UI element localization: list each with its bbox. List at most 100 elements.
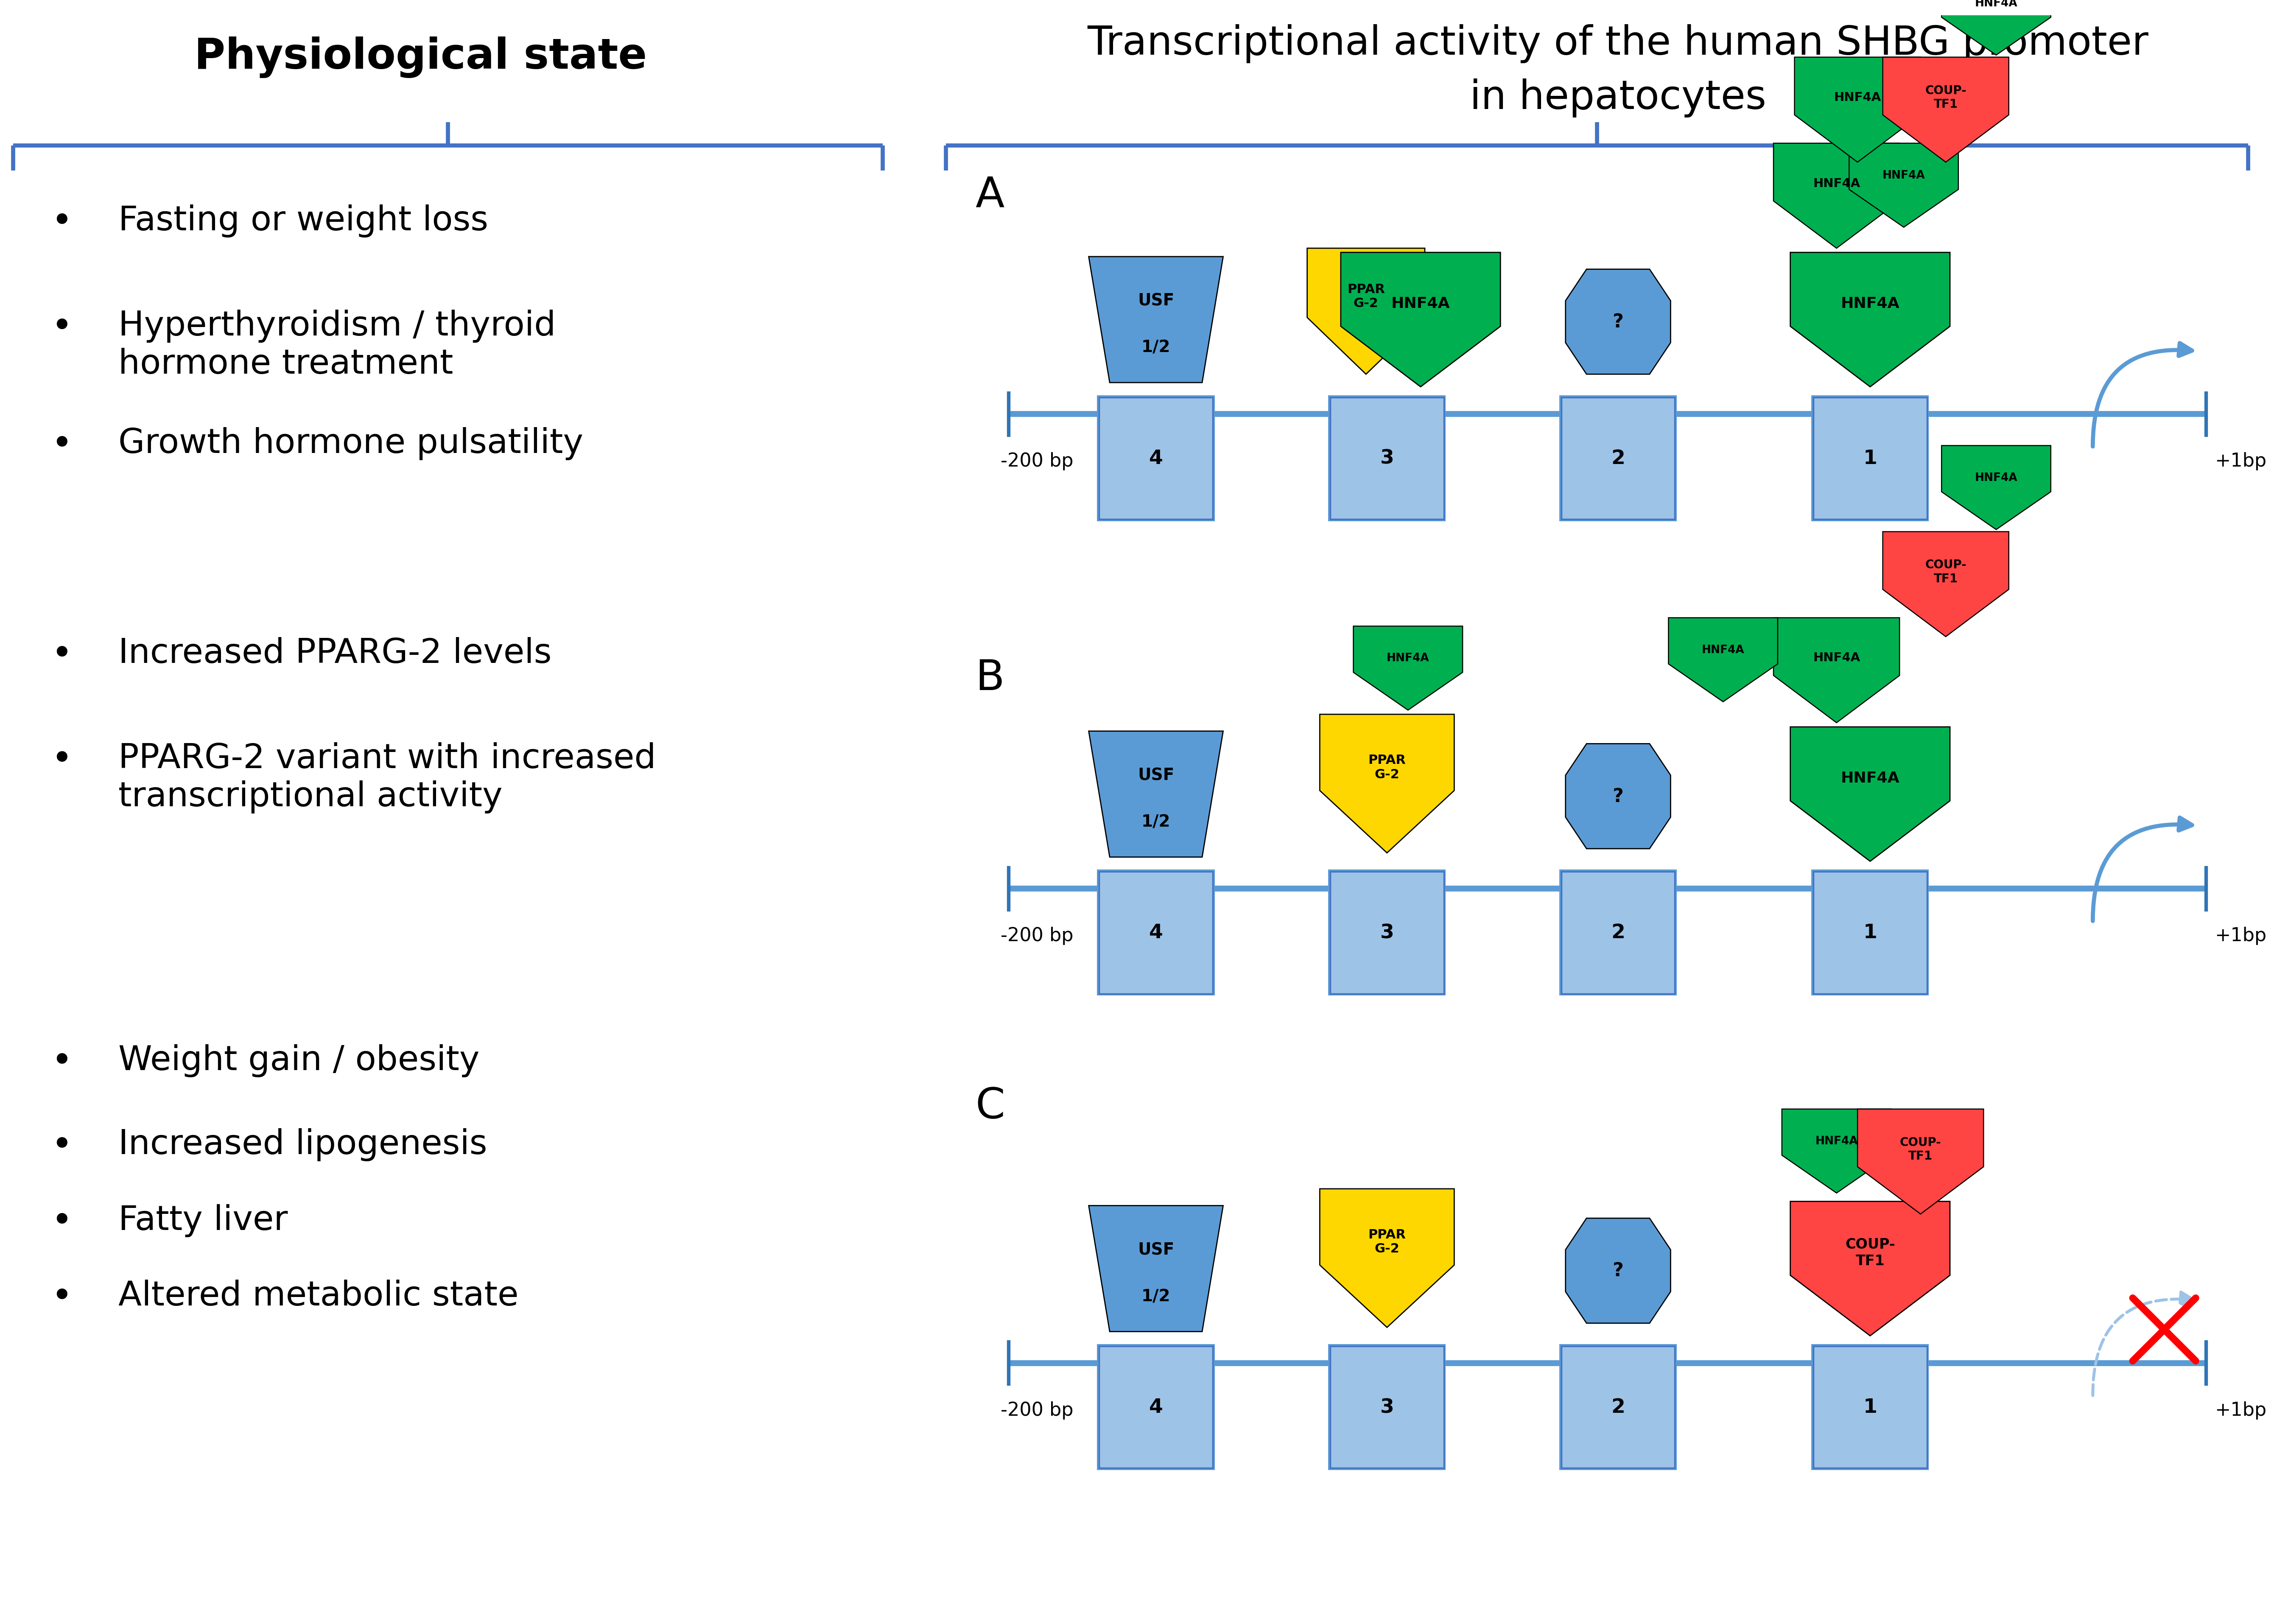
Text: A: A <box>976 175 1003 216</box>
Bar <box>1097 870 1214 996</box>
Text: HNF4A: HNF4A <box>1840 771 1899 786</box>
Text: USF: USF <box>1139 292 1175 309</box>
Polygon shape <box>1789 253 1950 387</box>
Text: C: C <box>976 1086 1006 1127</box>
Polygon shape <box>1849 143 1959 227</box>
Text: Altered metabolic state: Altered metabolic state <box>119 1280 518 1312</box>
Polygon shape <box>1565 1218 1670 1324</box>
Text: •: • <box>50 310 73 344</box>
Polygon shape <box>1789 728 1950 861</box>
Bar <box>1097 1345 1214 1470</box>
Bar <box>1097 396 1214 521</box>
Polygon shape <box>1320 1189 1455 1327</box>
Polygon shape <box>1940 0 2050 55</box>
Text: HNF4A: HNF4A <box>1812 177 1860 190</box>
Bar <box>1329 1345 1446 1470</box>
Text: PPAR
G-2: PPAR G-2 <box>1368 754 1407 781</box>
Text: •: • <box>50 1044 73 1080</box>
Text: +1bp: +1bp <box>2215 1402 2266 1419</box>
Text: HNF4A: HNF4A <box>1386 653 1430 664</box>
Text: COUP-
TF1: COUP- TF1 <box>1844 1237 1895 1268</box>
Text: PPAR
G-2: PPAR G-2 <box>1368 1228 1407 1255</box>
Text: 2: 2 <box>1611 1398 1624 1416</box>
Text: ?: ? <box>1613 788 1624 806</box>
Bar <box>1331 1346 1443 1468</box>
Polygon shape <box>1773 619 1899 723</box>
Text: Increased PPARG-2 levels: Increased PPARG-2 levels <box>119 637 552 671</box>
Polygon shape <box>1858 1109 1984 1215</box>
Text: 3: 3 <box>1379 1398 1393 1416</box>
Text: •: • <box>50 742 73 776</box>
Polygon shape <box>1088 257 1223 383</box>
Text: •: • <box>50 1129 73 1163</box>
Text: 1/2: 1/2 <box>1141 1288 1171 1304</box>
Bar <box>1814 872 1927 994</box>
Polygon shape <box>1794 57 1920 162</box>
Polygon shape <box>1088 731 1223 857</box>
Text: HNF4A: HNF4A <box>1840 297 1899 312</box>
Text: 1: 1 <box>1863 1398 1876 1416</box>
Bar <box>1100 398 1212 520</box>
Bar <box>1812 870 1929 996</box>
Polygon shape <box>1565 270 1670 375</box>
Polygon shape <box>1883 57 2009 162</box>
Text: -200 bp: -200 bp <box>1001 927 1072 945</box>
Polygon shape <box>1668 619 1778 702</box>
Bar <box>1560 396 1677 521</box>
Text: 3: 3 <box>1379 924 1393 942</box>
Text: 1/2: 1/2 <box>1141 339 1171 356</box>
Bar <box>1329 870 1446 996</box>
Text: HNF4A: HNF4A <box>1814 1135 1858 1147</box>
Polygon shape <box>1782 1109 1890 1194</box>
Polygon shape <box>1883 533 2009 637</box>
Text: 1: 1 <box>1863 448 1876 468</box>
Text: 4: 4 <box>1150 448 1164 468</box>
Text: Fasting or weight loss: Fasting or weight loss <box>119 205 488 237</box>
Text: 1: 1 <box>1863 924 1876 942</box>
Text: ?: ? <box>1613 1262 1624 1280</box>
Text: •: • <box>50 637 73 672</box>
Polygon shape <box>1320 715 1455 853</box>
Text: HNF4A: HNF4A <box>1835 91 1881 104</box>
Text: Increased lipogenesis: Increased lipogenesis <box>119 1129 488 1161</box>
Text: 2: 2 <box>1611 448 1624 468</box>
Text: Weight gain / obesity: Weight gain / obesity <box>119 1044 479 1077</box>
Text: Physiological state: Physiological state <box>195 37 646 78</box>
Text: PPAR
G-2: PPAR G-2 <box>1347 283 1384 310</box>
Text: 4: 4 <box>1150 924 1164 942</box>
Text: COUP-
TF1: COUP- TF1 <box>1924 559 1966 585</box>
Text: Transcriptional activity of the human SHBG promoter: Transcriptional activity of the human SH… <box>1088 24 2149 63</box>
Text: Fatty liver: Fatty liver <box>119 1203 289 1237</box>
Polygon shape <box>1565 744 1670 849</box>
Text: HNF4A: HNF4A <box>1812 651 1860 664</box>
Text: ?: ? <box>1613 313 1624 331</box>
Bar <box>1814 1346 1927 1468</box>
Text: •: • <box>50 1203 73 1239</box>
Text: PPARG-2 variant with increased
transcriptional activity: PPARG-2 variant with increased transcrip… <box>119 742 655 814</box>
Text: B: B <box>976 658 1003 698</box>
Polygon shape <box>1088 1205 1223 1332</box>
Bar <box>1562 872 1675 994</box>
Polygon shape <box>1308 248 1425 375</box>
Text: in hepatocytes: in hepatocytes <box>1471 78 1766 117</box>
Bar <box>1329 396 1446 521</box>
Text: 3: 3 <box>1379 448 1393 468</box>
Bar <box>1100 872 1212 994</box>
Text: HNF4A: HNF4A <box>1975 0 2018 8</box>
Text: 2: 2 <box>1611 924 1624 942</box>
Text: HNF4A: HNF4A <box>1702 645 1743 656</box>
Text: 4: 4 <box>1150 1398 1164 1416</box>
Bar <box>1560 870 1677 996</box>
Polygon shape <box>1940 447 2050 529</box>
Text: HNF4A: HNF4A <box>1975 473 2018 484</box>
Polygon shape <box>1340 253 1501 387</box>
Bar <box>1812 1345 1929 1470</box>
Bar <box>1562 398 1675 520</box>
Text: USF: USF <box>1139 1242 1175 1259</box>
Text: +1bp: +1bp <box>2215 927 2266 945</box>
Bar <box>1560 1345 1677 1470</box>
Text: •: • <box>50 1280 73 1314</box>
Text: Growth hormone pulsatility: Growth hormone pulsatility <box>119 427 584 460</box>
Text: HNF4A: HNF4A <box>1391 297 1450 312</box>
Text: HNF4A: HNF4A <box>1883 171 1924 180</box>
